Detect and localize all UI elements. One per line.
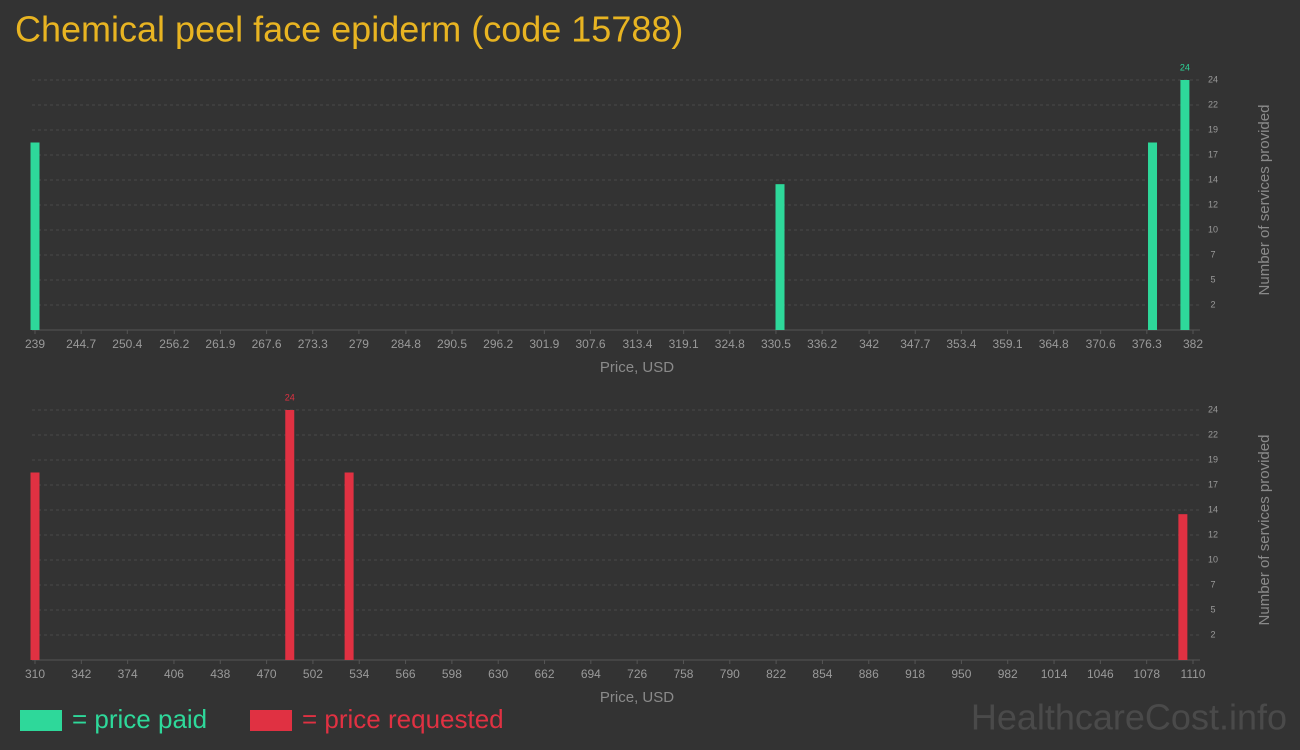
x-tick-label: 342 <box>859 337 879 351</box>
y-axis-title: Number of services provided <box>1256 435 1273 626</box>
x-tick-label: 336.2 <box>807 337 837 351</box>
x-tick-label: 342 <box>71 667 91 681</box>
x-tick-label: 1014 <box>1041 667 1068 681</box>
y-tick-label: 24 <box>1208 404 1218 414</box>
x-tick-label: 470 <box>257 667 277 681</box>
x-tick-label: 790 <box>720 667 740 681</box>
y-axis-title: Number of services provided <box>1256 105 1273 296</box>
x-tick-label: 244.7 <box>66 337 96 351</box>
x-tick-label: 758 <box>673 667 693 681</box>
x-tick-label: 359.1 <box>993 337 1023 351</box>
x-tick-label: 534 <box>349 667 369 681</box>
data-label: 24 <box>1180 62 1190 72</box>
x-tick-label: 310 <box>25 667 45 681</box>
bar <box>30 472 40 660</box>
x-tick-label: 854 <box>812 667 832 681</box>
x-tick-label: 566 <box>396 667 416 681</box>
bar <box>1178 514 1188 660</box>
y-tick-label: 5 <box>1210 604 1215 614</box>
x-tick-label: 726 <box>627 667 647 681</box>
x-tick-label: 301.9 <box>529 337 559 351</box>
legend-swatch <box>20 710 62 731</box>
x-tick-label: 290.5 <box>437 337 467 351</box>
x-tick-label: 1110 <box>1181 667 1206 681</box>
y-tick-label: 10 <box>1208 224 1218 234</box>
x-tick-label: 918 <box>905 667 925 681</box>
page-title: Chemical peel face epiderm (code 15788) <box>15 9 683 50</box>
x-tick-label: 1078 <box>1133 667 1160 681</box>
x-tick-label: 982 <box>998 667 1018 681</box>
x-tick-label: 353.4 <box>946 337 976 351</box>
x-tick-label: 376.3 <box>1132 337 1162 351</box>
x-tick-label: 256.2 <box>159 337 189 351</box>
x-tick-label: 261.9 <box>205 337 235 351</box>
x-tick-label: 694 <box>581 667 601 681</box>
x-tick-label: 598 <box>442 667 462 681</box>
x-tick-label: 950 <box>951 667 971 681</box>
y-tick-label: 19 <box>1208 454 1218 464</box>
y-tick-label: 17 <box>1208 149 1218 159</box>
y-tick-label: 10 <box>1208 554 1218 564</box>
x-axis-title: Price, USD <box>600 689 674 706</box>
x-tick-label: 364.8 <box>1039 337 1069 351</box>
watermark: HealthcareCost.info <box>971 697 1287 738</box>
y-tick-label: 12 <box>1208 199 1218 209</box>
x-tick-label: 239 <box>25 337 45 351</box>
legend-label: = price paid <box>72 704 207 734</box>
x-tick-label: 324.8 <box>715 337 745 351</box>
y-tick-label: 5 <box>1210 274 1215 284</box>
bar <box>30 142 40 330</box>
y-tick-label: 19 <box>1208 124 1218 134</box>
x-tick-label: 438 <box>210 667 230 681</box>
x-tick-label: 662 <box>535 667 555 681</box>
x-tick-label: 370.6 <box>1086 337 1116 351</box>
legend-label: = price requested <box>302 704 504 734</box>
x-tick-label: 307.6 <box>576 337 606 351</box>
x-tick-label: 347.7 <box>900 337 930 351</box>
bar <box>1180 80 1190 330</box>
x-tick-label: 319.1 <box>669 337 699 351</box>
y-tick-label: 7 <box>1210 249 1215 259</box>
bar <box>285 410 295 660</box>
y-tick-label: 2 <box>1210 299 1215 309</box>
x-tick-label: 279 <box>349 337 369 351</box>
x-tick-label: 284.8 <box>391 337 421 351</box>
x-tick-label: 630 <box>488 667 508 681</box>
y-tick-label: 24 <box>1208 74 1218 84</box>
x-tick-label: 1046 <box>1087 667 1114 681</box>
y-tick-label: 17 <box>1208 479 1218 489</box>
x-tick-label: 374 <box>118 667 138 681</box>
y-tick-label: 12 <box>1208 529 1218 539</box>
y-tick-label: 22 <box>1208 99 1218 109</box>
data-label: 24 <box>285 392 295 402</box>
x-tick-label: 406 <box>164 667 184 681</box>
y-tick-label: 22 <box>1208 429 1218 439</box>
x-tick-label: 822 <box>766 667 786 681</box>
legend-swatch <box>250 710 292 731</box>
bar <box>1148 142 1158 330</box>
x-tick-label: 313.4 <box>622 337 652 351</box>
x-tick-label: 886 <box>859 667 879 681</box>
x-tick-label: 273.3 <box>298 337 328 351</box>
y-tick-label: 14 <box>1208 504 1218 514</box>
x-tick-label: 330.5 <box>761 337 791 351</box>
bar <box>344 472 354 660</box>
x-tick-label: 296.2 <box>483 337 513 351</box>
y-tick-label: 2 <box>1210 629 1215 639</box>
x-tick-label: 382 <box>1183 337 1203 351</box>
y-tick-label: 14 <box>1208 174 1218 184</box>
x-tick-label: 250.4 <box>112 337 142 351</box>
x-axis-title: Price, USD <box>600 359 674 376</box>
bar <box>775 184 785 330</box>
x-tick-label: 502 <box>303 667 323 681</box>
x-tick-label: 267.6 <box>252 337 282 351</box>
y-tick-label: 7 <box>1210 579 1215 589</box>
